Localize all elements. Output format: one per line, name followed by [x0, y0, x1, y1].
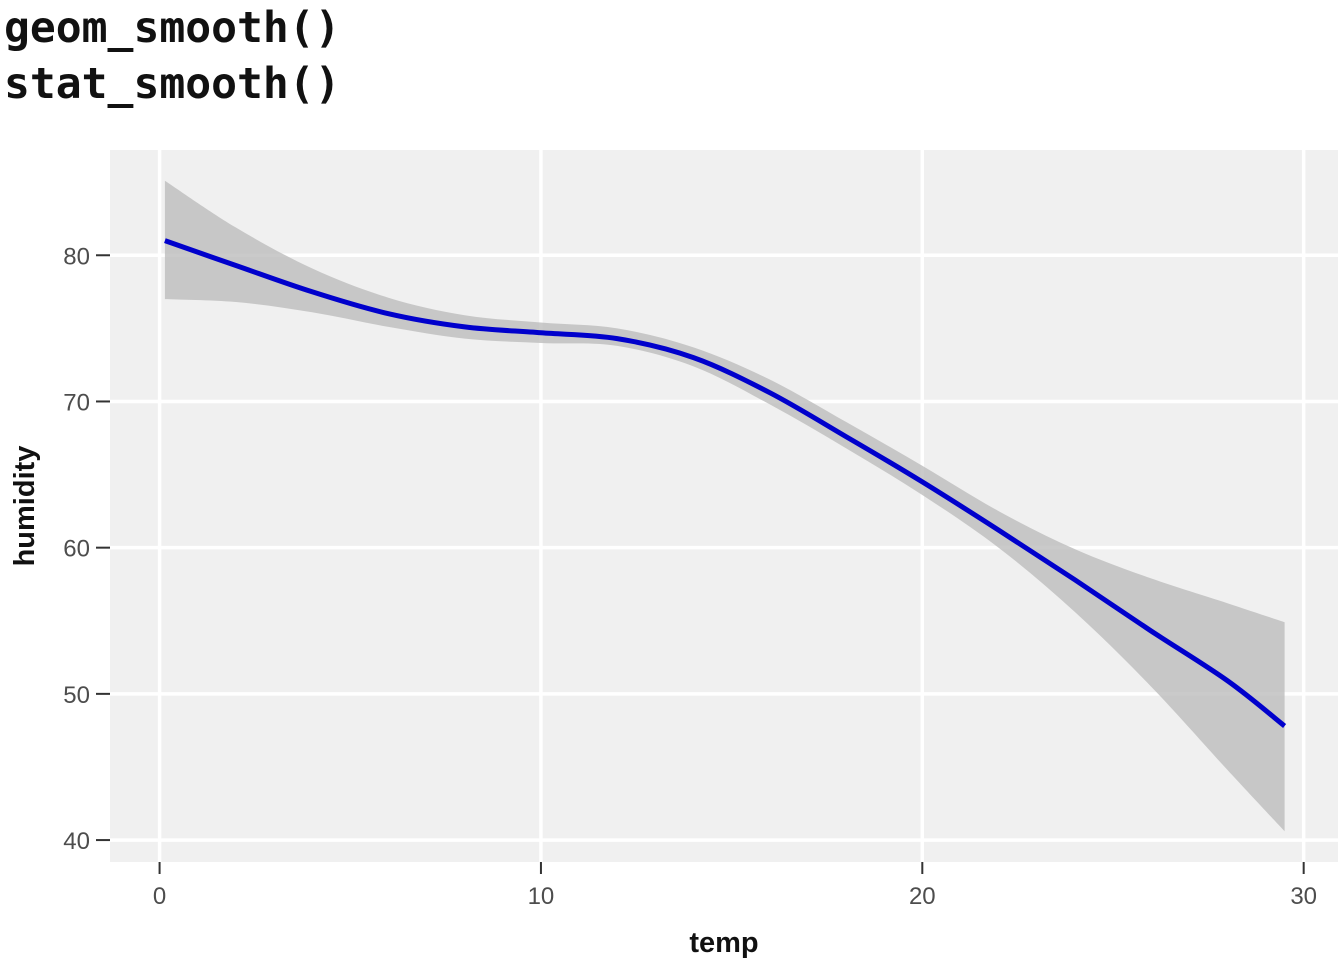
x-tick-label: 10 — [528, 883, 555, 910]
x-tick-label: 30 — [1290, 883, 1317, 910]
title-block: geom_smooth() stat_smooth() — [4, 0, 341, 112]
plot-panel — [110, 150, 1338, 862]
axis-ticks: 40 50 60 70 80 0 10 20 30 — [63, 243, 1317, 910]
y-tick-label: 70 — [63, 389, 90, 416]
y-tick-label: 40 — [63, 828, 90, 855]
y-tick-label: 80 — [63, 243, 90, 270]
smooth-line — [164, 238, 1287, 728]
grid-lines — [110, 150, 1338, 862]
y-tick-label: 60 — [63, 536, 90, 563]
y-axis-title: humidity — [9, 446, 41, 567]
x-axis-title: temp — [689, 927, 758, 959]
chart-title-line-1: geom_smooth() — [4, 3, 341, 53]
y-tick-label: 50 — [63, 682, 90, 709]
chart-title-line-2: stat_smooth() — [4, 59, 341, 109]
x-tick-label: 20 — [909, 883, 936, 910]
x-tick-label: 0 — [153, 883, 166, 910]
